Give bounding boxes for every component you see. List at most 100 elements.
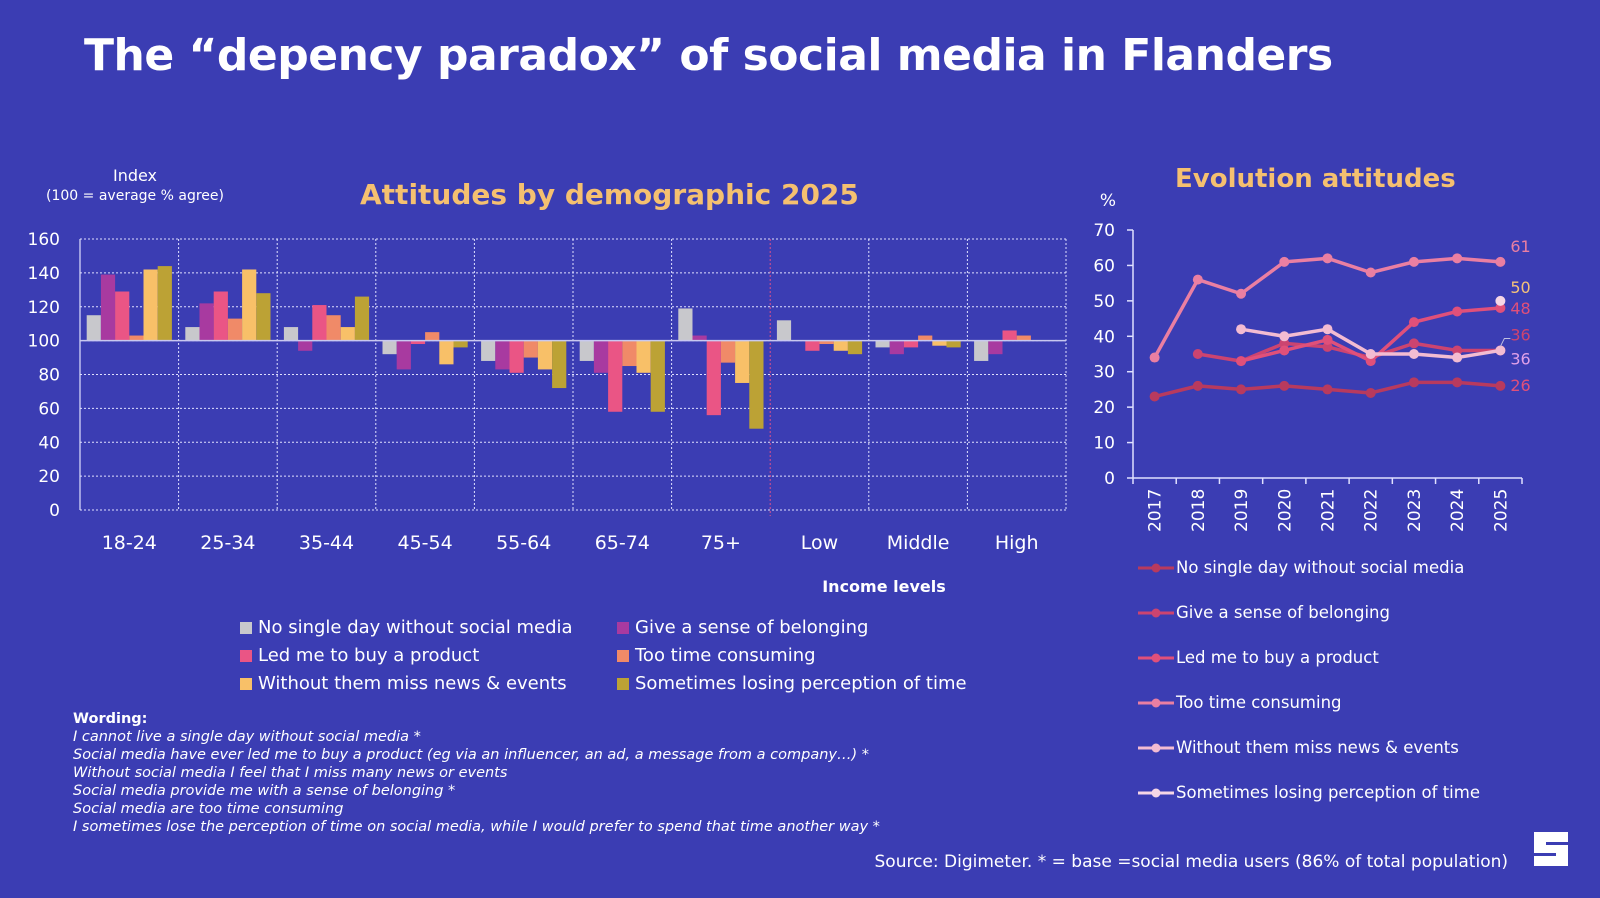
line-legend-item: Too time consuming: [1138, 693, 1342, 712]
bar: [636, 340, 651, 373]
data-point: [1408, 317, 1419, 328]
data-point: [1452, 352, 1463, 363]
wording-line: Social media are too time consuming: [73, 801, 344, 817]
legend-label: No single day without social media: [258, 617, 573, 638]
legend-line-marker: [1138, 653, 1174, 662]
bar: [889, 340, 904, 355]
legend-label: Without them miss news & events: [258, 673, 567, 694]
y-tick-label: 40: [1093, 327, 1115, 347]
wording-line: Social media provide me with a sense of …: [73, 783, 456, 799]
wording-heading: Wording:: [73, 711, 148, 727]
data-point: [1279, 338, 1290, 349]
legend-item: Sometimes losing perception of time: [617, 673, 967, 694]
page-title: The “depency paradox” of social media in…: [84, 30, 1333, 81]
data-point: [1236, 356, 1247, 367]
x-tick-label: Low: [801, 532, 838, 554]
line-legend-item: Led me to buy a product: [1138, 648, 1379, 667]
bar: [396, 340, 411, 370]
bar: [283, 327, 299, 341]
bar: [903, 340, 919, 348]
legend-swatch: [617, 677, 629, 690]
x-tick-label: 2018: [1189, 489, 1209, 532]
y-tick-label: 20: [38, 467, 60, 487]
data-point: [1279, 256, 1290, 267]
y-tick-label: 120: [28, 298, 60, 318]
x-tick-label: 2025: [1491, 489, 1511, 532]
data-point: [1236, 288, 1247, 299]
bar: [100, 274, 116, 341]
bar: [213, 291, 228, 341]
data-point: [1452, 345, 1463, 356]
data-point: [1322, 334, 1333, 345]
bar: [298, 340, 313, 351]
legend-label: Too time consuming: [1176, 693, 1342, 712]
legend-label: Give a sense of belonging: [635, 617, 869, 638]
legend-item: Too time consuming: [617, 645, 816, 666]
data-point: [1192, 349, 1203, 359]
line-legend-item: No single day without social media: [1138, 558, 1464, 577]
legend-label: Led me to buy a product: [258, 645, 480, 666]
bar: [312, 305, 327, 341]
bar: [129, 335, 144, 341]
bar: [1002, 330, 1017, 341]
bar: [86, 315, 101, 341]
bar: [453, 340, 468, 348]
x-tick-label: Middle: [887, 532, 950, 554]
end-value-label: 61: [1510, 237, 1530, 256]
bar: [974, 340, 989, 361]
data-point: [1279, 331, 1290, 342]
x-tick-label: 75+: [701, 532, 741, 554]
bar: [805, 340, 820, 351]
y-tick-label: 50: [1093, 292, 1115, 312]
bar: [185, 327, 200, 341]
bar: [552, 340, 567, 389]
y-tick-label: 0: [1104, 469, 1115, 489]
bar: [988, 340, 1003, 355]
y-tick-label: 30: [1093, 363, 1115, 383]
x-tick-label: High: [995, 532, 1039, 554]
data-point: [1149, 352, 1160, 363]
x-tick-label: 2019: [1232, 489, 1252, 532]
data-point: [1365, 349, 1376, 359]
bar: [833, 340, 848, 351]
data-point: [1452, 253, 1463, 264]
wording-notes: Wording: I cannot live a single day with…: [73, 710, 880, 836]
data-point: [1408, 338, 1419, 349]
bar: [523, 340, 538, 358]
bar: [847, 340, 863, 355]
bar: [1016, 335, 1031, 341]
bar: [481, 340, 496, 361]
x-tick-label: 2023: [1405, 489, 1425, 532]
brand-logo-icon: [1534, 832, 1568, 866]
bar: [199, 303, 214, 341]
bar: [720, 340, 736, 363]
bar: [706, 340, 721, 416]
x-tick-label: 55-64: [496, 532, 551, 554]
legend-item: Give a sense of belonging: [617, 617, 868, 638]
data-point: [1495, 256, 1506, 267]
bar: [735, 340, 750, 383]
data-point: [1365, 387, 1376, 398]
data-point: [1408, 349, 1419, 359]
end-value-label: 36: [1510, 349, 1530, 368]
y-axis-unit: %: [1100, 191, 1116, 211]
data-point: [1236, 384, 1247, 395]
legend-swatch: [240, 677, 252, 690]
legend-label: Led me to buy a product: [1176, 648, 1379, 667]
data-point: [1365, 356, 1376, 367]
bar: [326, 315, 341, 341]
end-value-label: 48: [1510, 299, 1530, 318]
y-tick-label: 40: [38, 433, 60, 453]
legend-swatch: [240, 621, 252, 634]
bar: [227, 318, 243, 341]
y-tick-label: 10: [1093, 434, 1115, 454]
x-tick-label: 2022: [1362, 489, 1382, 532]
bar: [509, 340, 524, 373]
legend-line-marker: [1138, 743, 1174, 752]
legend-item: No single day without social media: [240, 617, 573, 638]
wording-line: Without social media I feel that I miss …: [73, 765, 508, 781]
bar: [115, 291, 130, 341]
legend-label: Too time consuming: [635, 645, 816, 666]
bar: [425, 332, 440, 341]
